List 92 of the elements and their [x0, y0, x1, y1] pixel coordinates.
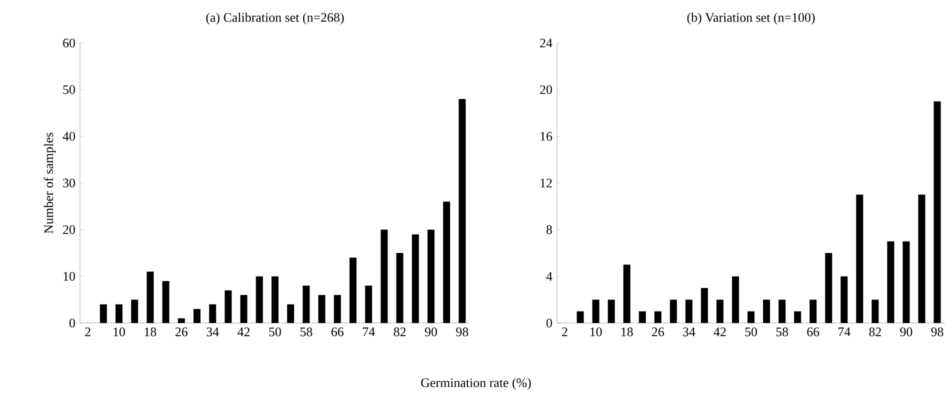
bar: [458, 99, 466, 323]
x-tick-label: 50: [745, 328, 757, 336]
bar: [365, 286, 372, 323]
bar: [162, 281, 170, 323]
bar: [732, 276, 739, 323]
bar: [272, 276, 278, 323]
x-tick-label: 58: [776, 328, 788, 336]
bar: [412, 234, 419, 323]
x-tick-label: 82: [869, 328, 881, 336]
x-tick-label: 58: [300, 328, 312, 336]
bar: [887, 241, 894, 323]
bar: [654, 311, 662, 323]
y-tick-label: 24: [540, 38, 552, 48]
bar: [685, 300, 692, 323]
x-tick-label: 2: [562, 328, 568, 336]
bar: [670, 300, 677, 323]
bar: [350, 258, 357, 323]
bar: [716, 300, 724, 323]
x-tick-label: 42: [714, 328, 726, 336]
bar: [810, 300, 817, 323]
x-tick-label: 90: [900, 328, 912, 336]
bar: [576, 311, 584, 323]
y-tick-label: 16: [540, 132, 552, 141]
x-tick-label: 10: [590, 328, 602, 336]
x-axis-title: Germination rate (%): [421, 378, 531, 390]
y-tick-label: 40: [62, 132, 75, 141]
bar: [794, 311, 802, 323]
bar: [318, 295, 326, 323]
bar: [918, 194, 926, 323]
y-tick-label: 60: [63, 38, 75, 48]
bar: [592, 300, 600, 323]
x-tick-label: 34: [206, 328, 219, 336]
x-tick-label: 26: [652, 328, 664, 336]
bar: [256, 276, 263, 323]
bar: [902, 241, 910, 323]
bar: [178, 318, 185, 323]
chart-title: (b) Variation set (n=100): [687, 12, 815, 24]
bar: [287, 304, 294, 323]
bar: [209, 304, 216, 323]
bar: [443, 202, 450, 323]
y-tick-label: 10: [64, 272, 75, 281]
x-tick-label: 74: [838, 328, 850, 336]
x-tick-label: 42: [238, 328, 250, 336]
bar: [428, 230, 435, 323]
x-tick-label: 74: [362, 328, 375, 336]
bar: [240, 295, 248, 323]
bar: [131, 300, 138, 323]
bar: [302, 286, 310, 323]
x-tick-label: 18: [622, 328, 633, 336]
y-tick-label: 12: [540, 178, 552, 188]
x-tick-label: 26: [175, 328, 188, 336]
y-tick-label: 20: [63, 225, 75, 234]
bar: [334, 295, 341, 323]
y-tick-label: 0: [546, 318, 552, 328]
y-tick-label: 4: [546, 272, 552, 281]
bar: [856, 194, 864, 323]
bar: [623, 264, 630, 323]
x-tick-label: 18: [144, 328, 156, 336]
x-tick-label: 82: [394, 328, 406, 336]
bar: [100, 304, 107, 323]
bar: [116, 304, 122, 323]
bar: [194, 309, 200, 323]
bar: [146, 272, 154, 323]
x-tick-label: 66: [331, 328, 344, 336]
bar: [224, 290, 232, 323]
bar: [748, 311, 755, 323]
bar: [380, 230, 388, 323]
x-tick-label: 34: [683, 328, 696, 336]
y-tick-label: 50: [63, 85, 75, 94]
chart-title: (a) Calibration set (n=268): [206, 12, 344, 24]
x-tick-label: 50: [269, 328, 281, 336]
bar: [934, 101, 941, 323]
bar: [840, 276, 848, 323]
bar: [608, 300, 615, 323]
x-tick-label: 10: [114, 328, 125, 336]
bar: [638, 311, 646, 323]
y-tick-label: 30: [63, 178, 75, 188]
bar: [396, 253, 404, 323]
x-tick-label: 98: [931, 328, 944, 336]
bar: [700, 288, 708, 323]
bar: [778, 300, 786, 323]
x-tick-label: 98: [456, 328, 468, 336]
bar: [763, 300, 770, 323]
bar: [825, 253, 832, 323]
y-axis-title: Number of samples: [44, 132, 56, 234]
x-tick-label: 90: [424, 328, 437, 336]
x-tick-label: 66: [807, 328, 820, 336]
y-tick-label: 8: [546, 225, 552, 234]
bar: [872, 300, 879, 323]
y-tick-label: 0: [70, 318, 75, 328]
x-tick-label: 2: [85, 328, 90, 336]
y-tick-label: 20: [540, 85, 552, 94]
